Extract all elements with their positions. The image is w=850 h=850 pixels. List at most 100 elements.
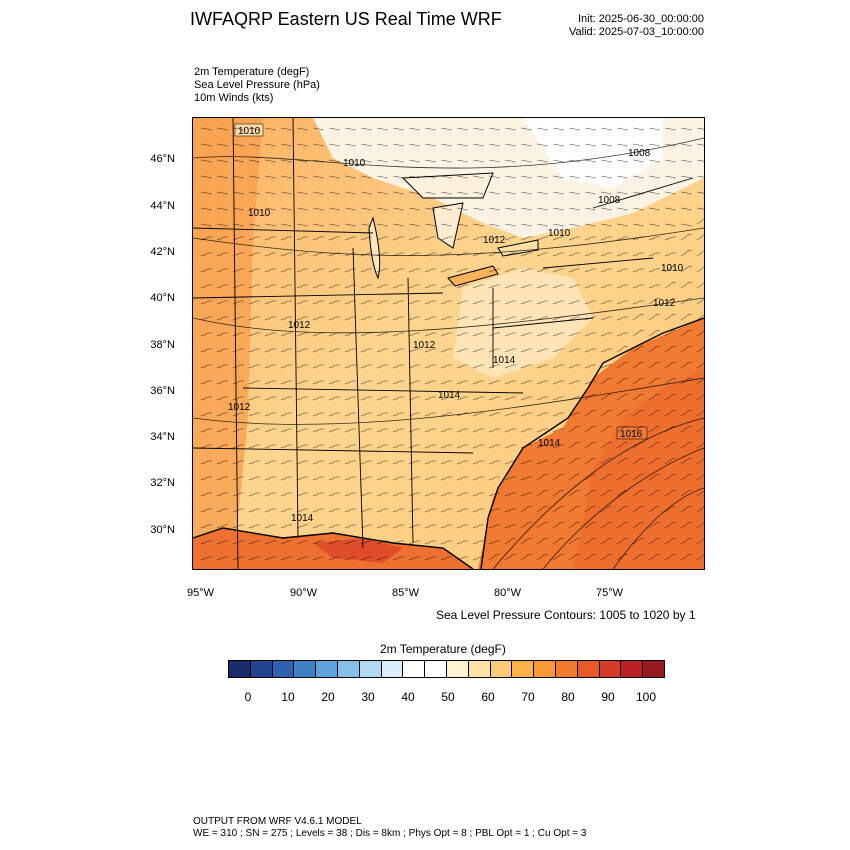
wind-barb (552, 223, 564, 227)
wind-barb (568, 457, 580, 465)
wind-barb (280, 364, 292, 369)
wind-barb (520, 127, 532, 131)
wind-barb (328, 332, 340, 337)
wind-barb (216, 396, 228, 401)
wind-barb (280, 207, 292, 211)
wind-barb (280, 476, 292, 481)
wind-barb (552, 191, 564, 195)
wind-barb (264, 316, 276, 321)
wind-barb (568, 332, 580, 337)
wind-barb (696, 250, 704, 257)
wind-barb (648, 521, 660, 529)
wind-barb (632, 345, 644, 353)
lat-label: 32°N (150, 477, 175, 489)
wind-barb (568, 537, 580, 545)
contour-label: 1014 (438, 390, 461, 401)
contour-labels: 1010 1012 1010 1010 1008 1008 1010 1010 … (228, 123, 684, 524)
wind-barb (408, 268, 420, 273)
wind-barb (312, 207, 324, 211)
wind-barb (424, 143, 436, 147)
wind-barb (520, 505, 532, 513)
wind-barb (376, 540, 388, 545)
wind-barb (376, 207, 388, 211)
wind-barb (264, 492, 276, 497)
wind-barb (664, 457, 676, 465)
lat-label: 40°N (150, 292, 175, 304)
wind-barb (296, 444, 308, 449)
wind-barb (248, 476, 260, 481)
wind-barb (424, 508, 436, 513)
wind-barb (472, 284, 484, 289)
wind-barb (440, 316, 452, 321)
wind-barb (280, 127, 292, 131)
wind-barb (232, 540, 244, 545)
wind-barb (312, 332, 324, 337)
wind-barb (440, 556, 452, 561)
wind-barb (328, 348, 340, 353)
wind-barb (248, 316, 260, 321)
wind-barb (248, 175, 260, 179)
wind-barb (552, 396, 564, 401)
wind-barb (328, 492, 340, 497)
colorbar-tick: 90 (601, 690, 615, 704)
wind-barb (456, 508, 468, 513)
wind-barb (360, 316, 372, 321)
wind-barb (488, 524, 500, 529)
wind-barb (440, 476, 452, 481)
wind-barb (408, 332, 420, 337)
wind-barb (360, 460, 372, 465)
wind-barb (392, 268, 404, 273)
contour-label: 1012 (653, 298, 676, 309)
wind-barb (616, 425, 628, 433)
wind-barb (280, 412, 292, 417)
wind-barb (440, 428, 452, 433)
wind-barb (200, 460, 212, 465)
wind-barb (328, 412, 340, 417)
wind-barb (632, 143, 644, 147)
wind-barb (232, 159, 244, 163)
wind-barb (696, 143, 704, 146)
wind-barb (632, 268, 644, 273)
wind-barb (504, 508, 516, 513)
wind-barb (200, 284, 212, 289)
wind-barb (680, 361, 692, 369)
wind-barb (584, 425, 596, 433)
wind-barb (232, 508, 244, 513)
wind-barb (360, 540, 372, 545)
wind-barb (312, 300, 324, 305)
contour-label: 1014 (538, 438, 561, 449)
wind-barb (616, 441, 628, 449)
wind-barb (696, 298, 704, 305)
wind-barb (344, 332, 356, 337)
wind-barb (632, 425, 644, 433)
wind-barb (552, 348, 564, 353)
wind-barb (328, 540, 340, 545)
wind-barb (472, 252, 484, 257)
wind-barb (568, 412, 580, 417)
wind-barb (312, 412, 324, 417)
wind-barb (600, 268, 612, 273)
colorbar-swatch (250, 661, 273, 677)
wind-barb (248, 191, 260, 195)
wind-barb (440, 492, 452, 497)
wind-barb (536, 268, 548, 273)
wind-barb (648, 284, 660, 289)
wind-barb (200, 492, 212, 497)
weather-map: 1010 1012 1010 1010 1008 1008 1010 1010 … (192, 117, 705, 570)
lat-label: 42°N (150, 246, 175, 258)
wind-barb (696, 474, 704, 481)
wind-barb (200, 236, 212, 241)
wind-barb (424, 428, 436, 433)
wind-barb (200, 252, 212, 257)
wind-barb (632, 127, 644, 131)
wind-barb (312, 396, 324, 401)
wind-barb (280, 332, 292, 337)
colorbar-tick: 10 (281, 690, 295, 704)
wind-barb (296, 332, 308, 337)
wind-barb (392, 492, 404, 497)
wind-barb (440, 540, 452, 545)
gulf-coastline (193, 527, 474, 569)
wind-barb (408, 175, 420, 179)
wind-barb (328, 175, 340, 179)
wind-barb (568, 236, 580, 241)
